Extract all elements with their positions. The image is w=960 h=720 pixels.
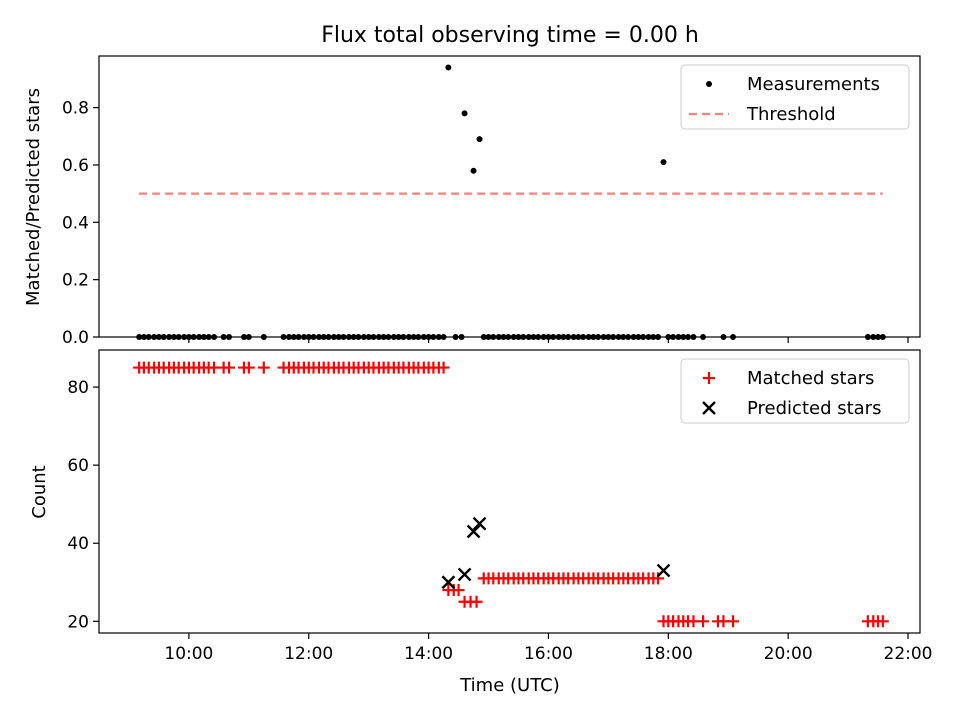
matched-star-marker	[452, 584, 465, 597]
x-tick-label: 10:00	[164, 644, 213, 664]
legend-label: Predicted stars	[747, 398, 881, 419]
x-tick-label: 22:00	[884, 644, 933, 664]
top-y-axis-label: Matched/Predicted stars	[23, 88, 44, 306]
legend-box	[680, 64, 910, 130]
matched-star-marker	[223, 361, 236, 374]
x-tick-label: 12:00	[284, 644, 333, 664]
x-tick-label: 14:00	[404, 644, 453, 664]
bottom-y-axis-label: Count	[29, 465, 50, 518]
x-tick-label: 18:00	[644, 644, 693, 664]
top-plot-frame	[98, 55, 921, 338]
y-tick-label: 0.6	[62, 156, 89, 176]
top-legend: Measurements Threshold	[680, 64, 910, 130]
y-tick-label: 20	[67, 612, 89, 632]
matched-star-marker	[470, 595, 483, 608]
matched-star-marker	[876, 615, 889, 628]
matched-star-marker	[727, 615, 740, 628]
y-tick-label: 0.4	[62, 213, 89, 233]
predicted-star-marker	[466, 524, 481, 539]
measurement-point	[470, 167, 477, 174]
matched-star-marker	[242, 361, 255, 374]
y-tick-label: 0.2	[62, 271, 89, 291]
y-tick-label: 0.0	[62, 328, 89, 348]
measurement-point	[476, 136, 483, 143]
matched-star-marker	[697, 615, 710, 628]
y-tick-label: 80	[67, 378, 89, 398]
legend-label: Measurements	[747, 74, 880, 95]
bottom-legend: Matched stars Predicted stars	[680, 358, 910, 424]
x-tick-label: 16:00	[524, 644, 573, 664]
y-tick-label: 0.8	[62, 99, 89, 119]
legend-label: Threshold	[746, 104, 836, 125]
legend-swatch	[703, 372, 715, 384]
predicted-star-marker	[457, 567, 472, 582]
predicted-star-marker	[472, 516, 487, 531]
x-tick-label: 20:00	[764, 644, 813, 664]
matched-star-marker	[257, 361, 270, 374]
bottom-plot-marks	[133, 361, 889, 628]
predicted-star-marker	[441, 575, 456, 590]
bottom-axes: 20 40 60 80 10:00 12:00 14:00 16:00 18:00 20:00 2…	[29, 349, 933, 696]
chart-title: Flux total observing time = 0.00 h	[321, 23, 699, 48]
y-tick-label: 60	[67, 456, 89, 476]
y-tick-label: 40	[67, 534, 89, 554]
matched-star-marker	[437, 361, 450, 374]
top-axes: 0.00.20.40.60.8 Matched/Predicted stars …	[23, 55, 921, 348]
measurement-point	[445, 64, 452, 71]
predicted-star-marker	[656, 563, 671, 578]
legend-swatch	[702, 401, 716, 415]
legend-swatch	[706, 81, 712, 87]
measurement-point	[660, 159, 667, 166]
legend-box	[680, 358, 910, 424]
x-axis-label: Time (UTC)	[459, 675, 560, 696]
bottom-plot-frame	[98, 349, 921, 634]
legend-label: Matched stars	[747, 368, 874, 389]
measurement-point	[461, 110, 468, 117]
